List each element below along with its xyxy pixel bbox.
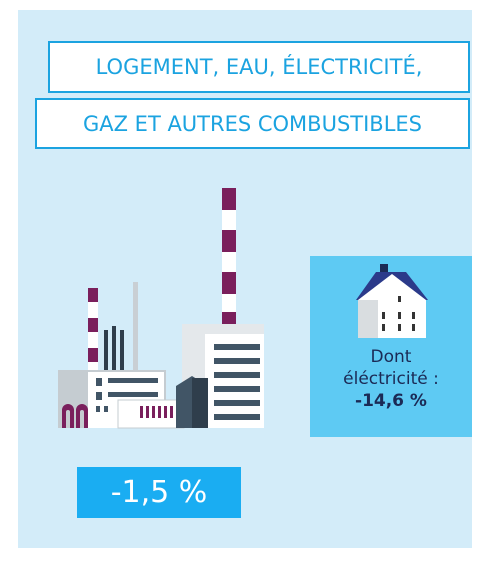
detail-box: Dont éléctricité : -14,6 % [310, 256, 472, 437]
detail-line: éléctricité : [343, 369, 439, 389]
house-icon [356, 264, 428, 338]
detail-text: Dont éléctricité : -14,6 % [310, 346, 472, 412]
title-line: GAZ ET AUTRES COMBUSTIBLES [35, 98, 470, 149]
detail-value: -14,6 % [355, 391, 427, 411]
main-value: -1,5 % [77, 467, 241, 518]
detail-line: Dont [370, 347, 412, 367]
title-line: LOGEMENT, EAU, ÉLECTRICITÉ, [48, 41, 470, 93]
